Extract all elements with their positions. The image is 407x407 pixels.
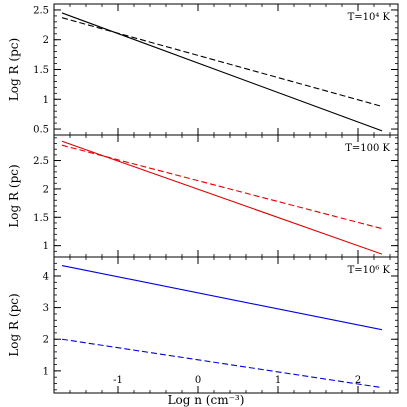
x-tick-label: -1 <box>113 375 123 386</box>
y-tick-label: 0.5 <box>33 125 49 136</box>
temperature-annotation: T=10⁶ K <box>348 265 391 276</box>
series-line-solid <box>61 140 383 255</box>
y-tick-label: 2 <box>43 335 49 346</box>
x-tick-label: 0 <box>195 375 201 386</box>
y-tick-label: 2 <box>43 35 49 46</box>
y-tick-label: 1 <box>43 95 49 106</box>
y-tick-label: 1 <box>43 241 49 252</box>
y-tick-label: 2 <box>43 184 49 195</box>
series-line-solid <box>61 265 383 331</box>
series-line-dashed <box>61 338 383 389</box>
x-axis-label: Log n (cm⁻³) <box>168 393 245 407</box>
y-tick-label: 1 <box>43 366 49 377</box>
y-axis-label: Log R (pc) <box>7 164 21 227</box>
panel-frame <box>53 256 399 394</box>
series-line-dashed <box>61 144 383 230</box>
panel-2: 1 1.5 2 2.5 T=100 K Log R (pc) <box>7 134 399 258</box>
x-tick-label: 1 <box>275 375 281 386</box>
y-tick-label: 4 <box>43 271 49 282</box>
y-tick-label: 1.5 <box>33 213 49 224</box>
y-tick-label: 2.5 <box>33 156 49 167</box>
x-tick-label: 2 <box>355 375 361 386</box>
y-tick-label: 1.5 <box>33 65 49 76</box>
y-axis-label: Log R (pc) <box>7 293 21 356</box>
panel-frame <box>53 3 399 136</box>
temperature-annotation: T=100 K <box>345 143 390 154</box>
y-tick-label: 2.5 <box>33 5 49 16</box>
panel-1: 0.5 1 1.5 2 2.5 T=10⁴ K Log R (pc) <box>7 3 399 136</box>
y-axis-label: Log R (pc) <box>7 38 21 101</box>
series-line-dashed <box>61 17 383 107</box>
panel-3: 1 2 3 4 T=10⁶ K Log R (pc) -1 0 1 2 Log n (cm⁻³) <box>7 256 399 407</box>
temperature-annotation: T=10⁴ K <box>348 12 391 23</box>
y-tick-label: 3 <box>43 303 49 314</box>
